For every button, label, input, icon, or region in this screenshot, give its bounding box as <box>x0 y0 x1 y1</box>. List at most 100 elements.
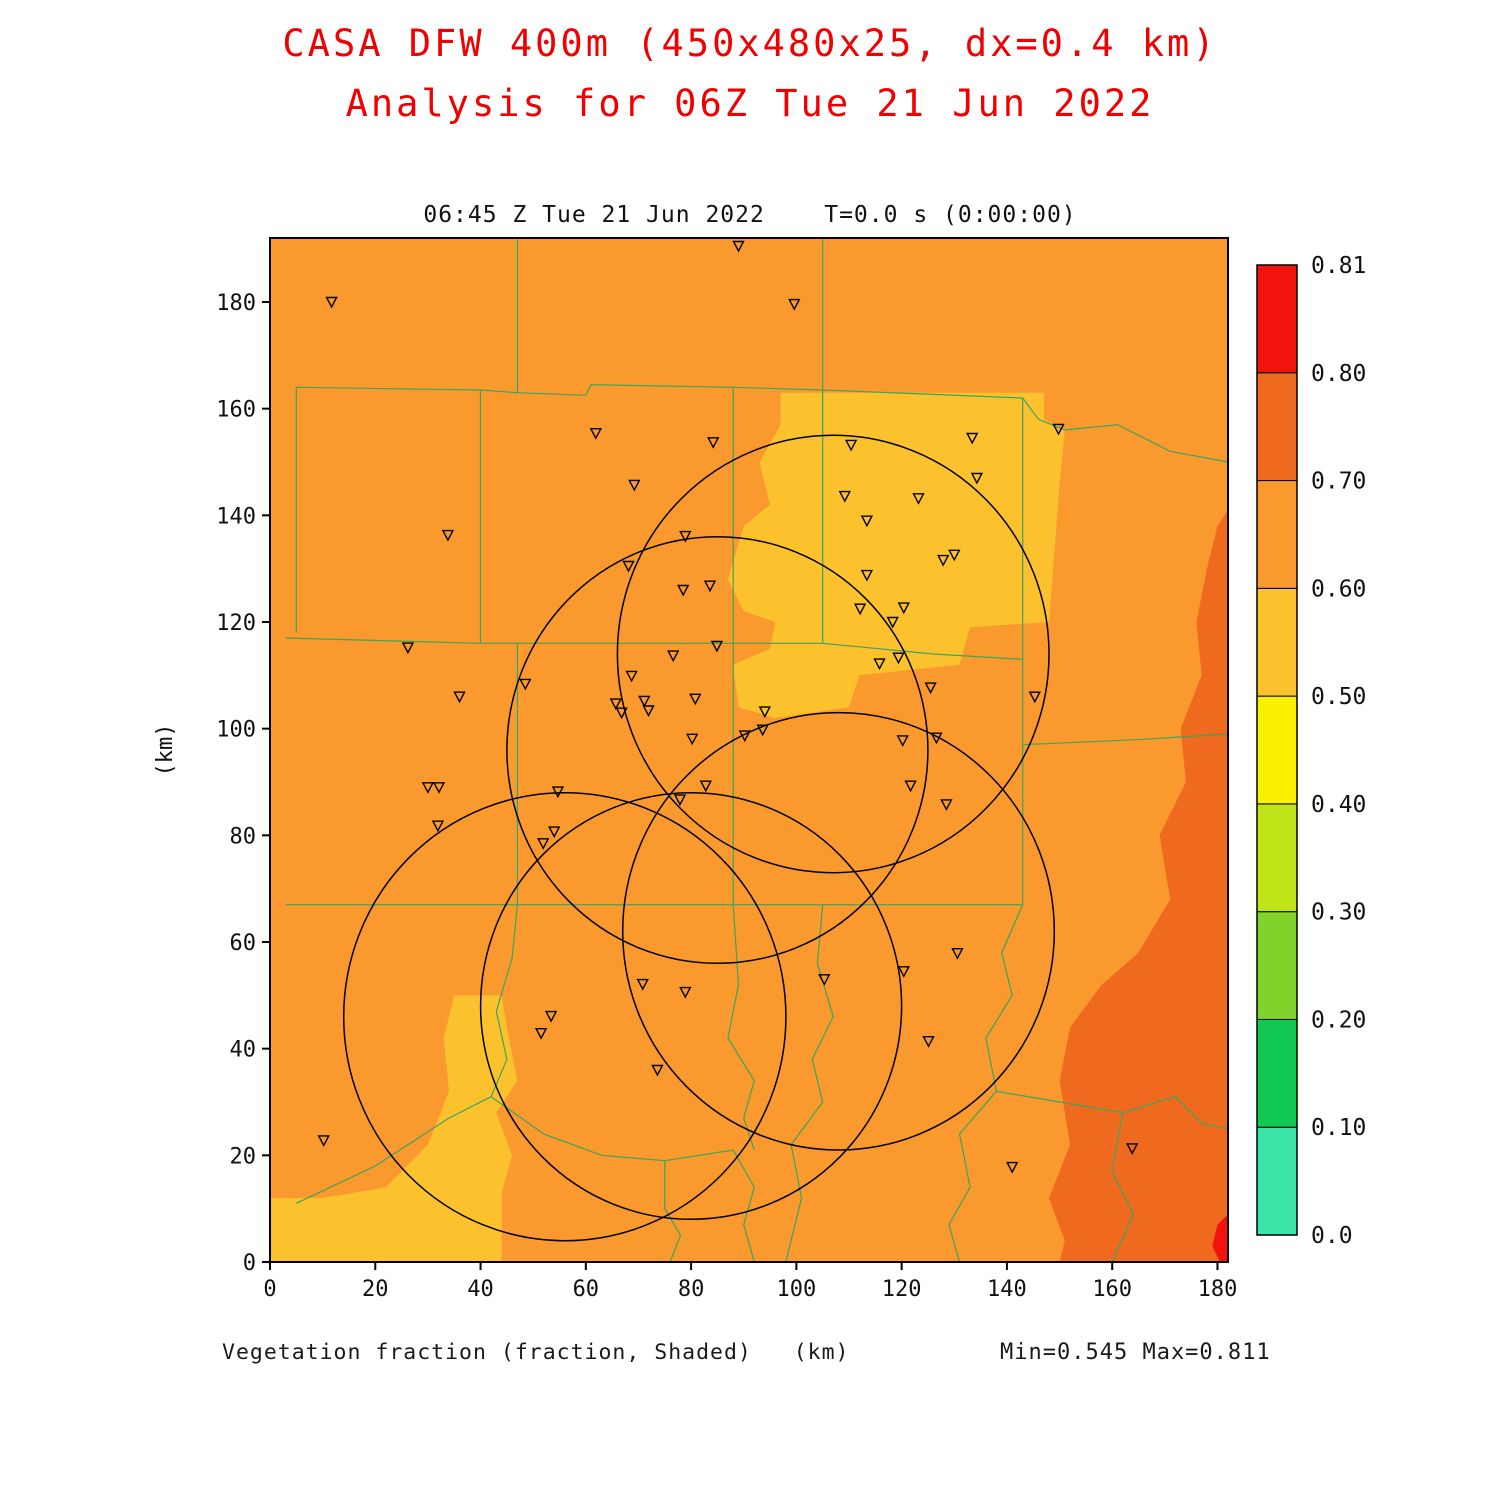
station-triangle-marker <box>937 554 950 567</box>
page-title-line2: Analysis for 06Z Tue 21 Jun 2022 <box>345 82 1155 125</box>
county-boundary-line <box>664 1149 755 1262</box>
station-triangle-marker <box>886 616 899 629</box>
colorbar-label: 0.70 <box>1311 469 1366 495</box>
station-triangle-marker <box>1052 423 1065 436</box>
station-triangle-marker <box>930 732 943 745</box>
station-triangle-marker <box>432 782 446 794</box>
y-tick-label: 140 <box>216 504 256 529</box>
veg-0.50-0.60-southwest <box>270 995 518 1262</box>
station-triangle-marker <box>838 490 851 503</box>
y-tick-label: 60 <box>230 931 257 956</box>
station-triangle-marker <box>636 978 649 991</box>
x-tick-label: 0 <box>263 1277 276 1302</box>
station-triangle-marker <box>1028 691 1041 704</box>
colorbar-label: 0.40 <box>1311 792 1366 818</box>
station-triangle-marker <box>707 437 720 449</box>
station-triangle-marker <box>628 479 641 492</box>
station-triangle-marker <box>896 735 909 747</box>
x-tick-label: 180 <box>1198 1277 1238 1302</box>
minmax-footer-label: Min=0.545 Max=0.811 <box>1000 1340 1271 1365</box>
station-triangle-marker <box>679 530 692 543</box>
x-tick-label: 100 <box>776 1277 816 1302</box>
station-triangle-marker <box>625 670 638 683</box>
colorbar-segment <box>1256 264 1298 374</box>
station-triangle-marker <box>689 693 702 706</box>
station-triangle-marker <box>622 560 635 573</box>
station-triangle-marker <box>453 691 466 704</box>
county-boundary-line <box>1111 1112 1134 1262</box>
station-triangle-marker <box>317 1135 330 1147</box>
station-triangle-marker <box>710 640 724 653</box>
station-triangle-marker <box>686 733 699 746</box>
y-tick-label: 20 <box>230 1144 257 1169</box>
colorbar-segment <box>1256 695 1298 805</box>
y-tick-label: 100 <box>216 718 256 743</box>
station-triangle-marker <box>892 652 905 665</box>
colorbar-label: 0.81 <box>1311 253 1366 279</box>
station-triangle-marker <box>615 707 628 720</box>
station-triangle-marker <box>519 678 532 691</box>
y-tick-label: 160 <box>216 398 256 423</box>
radar-range-ring <box>506 535 929 965</box>
station-triangle-marker <box>966 432 979 445</box>
radar-range-ring <box>479 791 903 1221</box>
station-triangle-marker <box>756 724 769 737</box>
station-triangle-marker <box>667 650 680 663</box>
station-triangle-marker <box>788 298 801 311</box>
station-triangle-marker <box>844 439 858 452</box>
station-triangle-marker <box>853 603 867 616</box>
station-triangle-marker <box>548 826 561 839</box>
y-tick-label: 80 <box>230 824 257 849</box>
colorbar-label: 0.20 <box>1311 1007 1366 1033</box>
station-triangle-marker <box>679 986 692 999</box>
field-footer-label: Vegetation fraction (fraction, Shaded) (… <box>222 1340 850 1365</box>
station-triangle-marker <box>673 794 687 807</box>
station-triangle-marker <box>651 1064 664 1077</box>
y-axis-label: (km) <box>153 724 178 777</box>
x-tick-label: 20 <box>362 1277 389 1302</box>
map-layers <box>270 238 1228 1262</box>
colorbar-label: 0.80 <box>1311 361 1366 387</box>
station-triangle-marker <box>1006 1161 1019 1174</box>
station-triangle-marker <box>544 1010 558 1023</box>
station-triangle-marker <box>758 706 771 719</box>
station-triangle-marker <box>401 642 415 655</box>
colorbar-label: 0.30 <box>1311 900 1366 926</box>
station-triangle-marker <box>860 569 874 582</box>
station-triangle-marker <box>699 780 712 793</box>
station-triangle-marker <box>897 966 910 978</box>
y-tick-label: 180 <box>216 291 256 316</box>
x-tick-label: 60 <box>573 1277 600 1302</box>
county-boundary-line <box>285 637 823 644</box>
county-boundary-line <box>727 904 755 1151</box>
veg-0.80-0.81-corner <box>1212 1214 1228 1262</box>
county-boundary-line <box>822 642 1023 660</box>
station-triangle-marker <box>940 799 953 811</box>
station-triangle-marker <box>970 472 984 485</box>
colorbar-segment <box>1256 1126 1298 1236</box>
station-triangle-marker <box>948 549 961 562</box>
y-tick-label: 120 <box>216 611 256 636</box>
station-triangle-marker <box>677 584 690 597</box>
colorbar-label: 0.50 <box>1311 684 1366 710</box>
veg-0.70-0.80-east <box>1049 510 1228 1262</box>
colorbar-segment <box>1256 372 1298 482</box>
colorbar-label: 0.10 <box>1311 1115 1366 1141</box>
station-triangle-marker <box>441 529 455 542</box>
station-triangle-marker <box>534 1028 548 1040</box>
colorbar-segment <box>1256 803 1298 913</box>
station-triangle-marker <box>904 780 917 793</box>
county-boundary-line <box>1022 733 1228 746</box>
colorbar-segment <box>1256 911 1298 1020</box>
station-triangle-marker <box>922 1036 935 1048</box>
x-tick-label: 120 <box>882 1277 922 1302</box>
county-boundary-line <box>296 904 518 1204</box>
station-triangle-marker <box>912 493 925 505</box>
colorbar-segment <box>1256 587 1298 697</box>
y-tick-label: 0 <box>243 1251 256 1276</box>
radar-range-ring <box>616 434 1050 874</box>
station-triangle-marker <box>1126 1143 1139 1155</box>
x-tick-label: 80 <box>678 1277 705 1302</box>
colorbar-label: 0.0 <box>1311 1223 1353 1249</box>
